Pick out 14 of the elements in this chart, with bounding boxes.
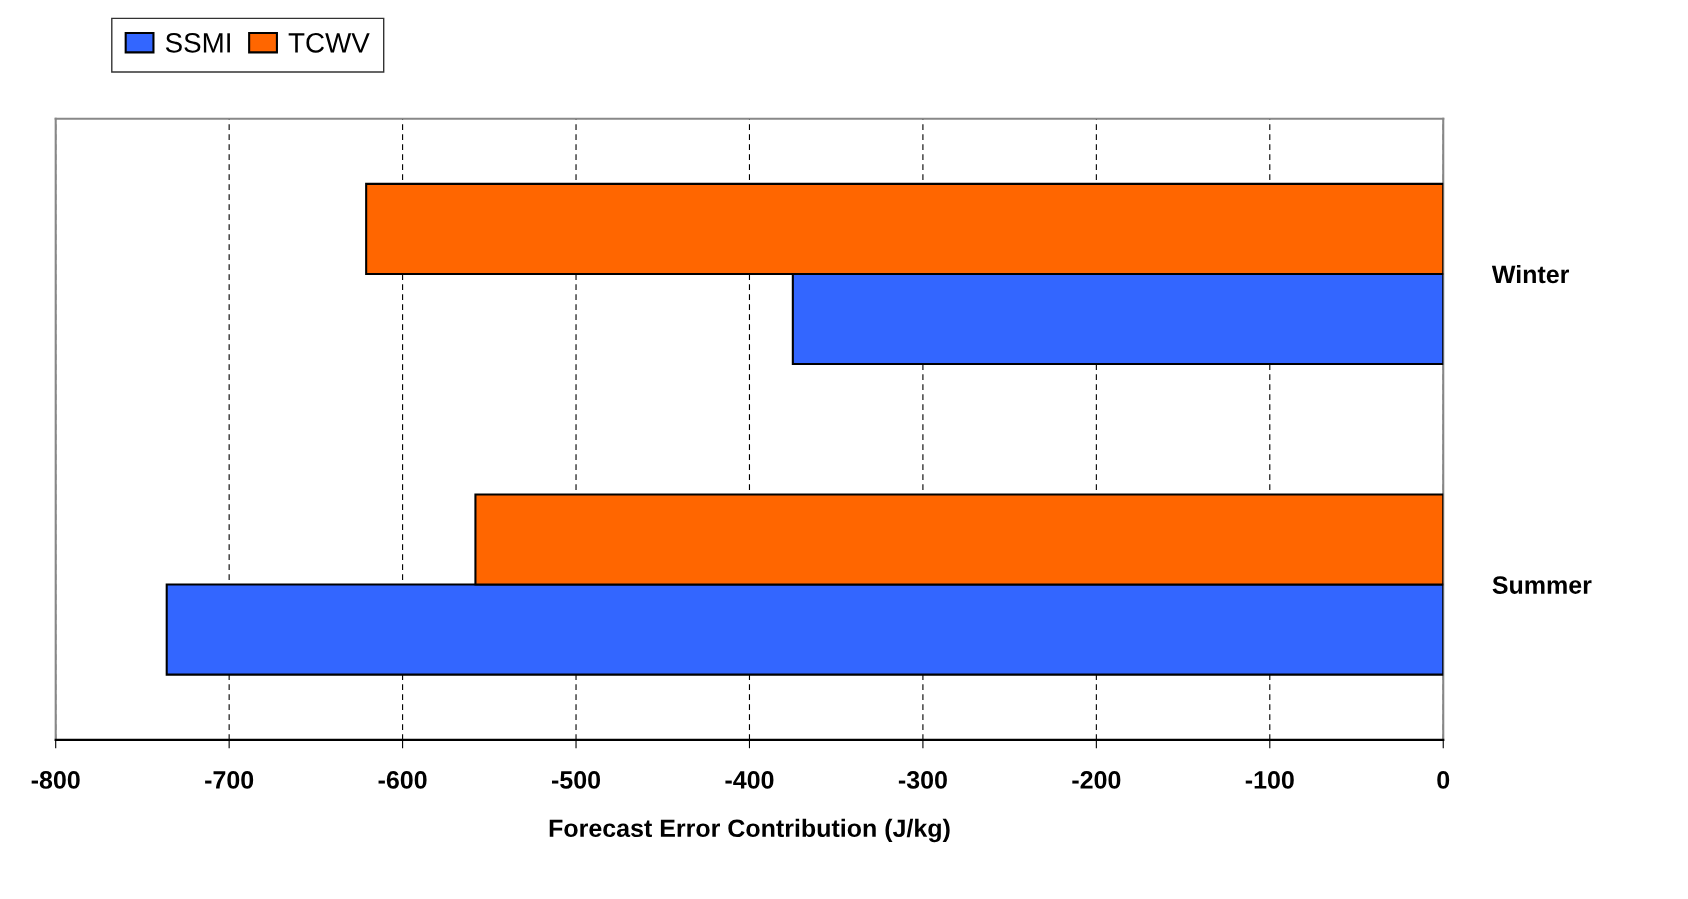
x-tick-label: 0 [1437, 771, 1450, 789]
x-tick-label: -400 [725, 771, 774, 789]
legend-label: SSMI [165, 33, 230, 53]
x-tick-label: -500 [551, 771, 601, 789]
x-tick-label: -100 [1245, 771, 1294, 789]
x-tick-label: -700 [205, 771, 254, 789]
x-axis-title: Forecast Error Contribution (J/kg) [549, 818, 950, 843]
x-tick-label: -800 [31, 771, 80, 789]
y-tick-label: Winter [1491, 264, 1570, 284]
legend-label: TCWV [288, 33, 370, 53]
x-tick-label: -200 [1072, 771, 1121, 789]
x-tick-label: -300 [898, 771, 947, 789]
y-tick-label: Summer [1492, 576, 1592, 594]
x-tick-label: -600 [378, 771, 427, 789]
